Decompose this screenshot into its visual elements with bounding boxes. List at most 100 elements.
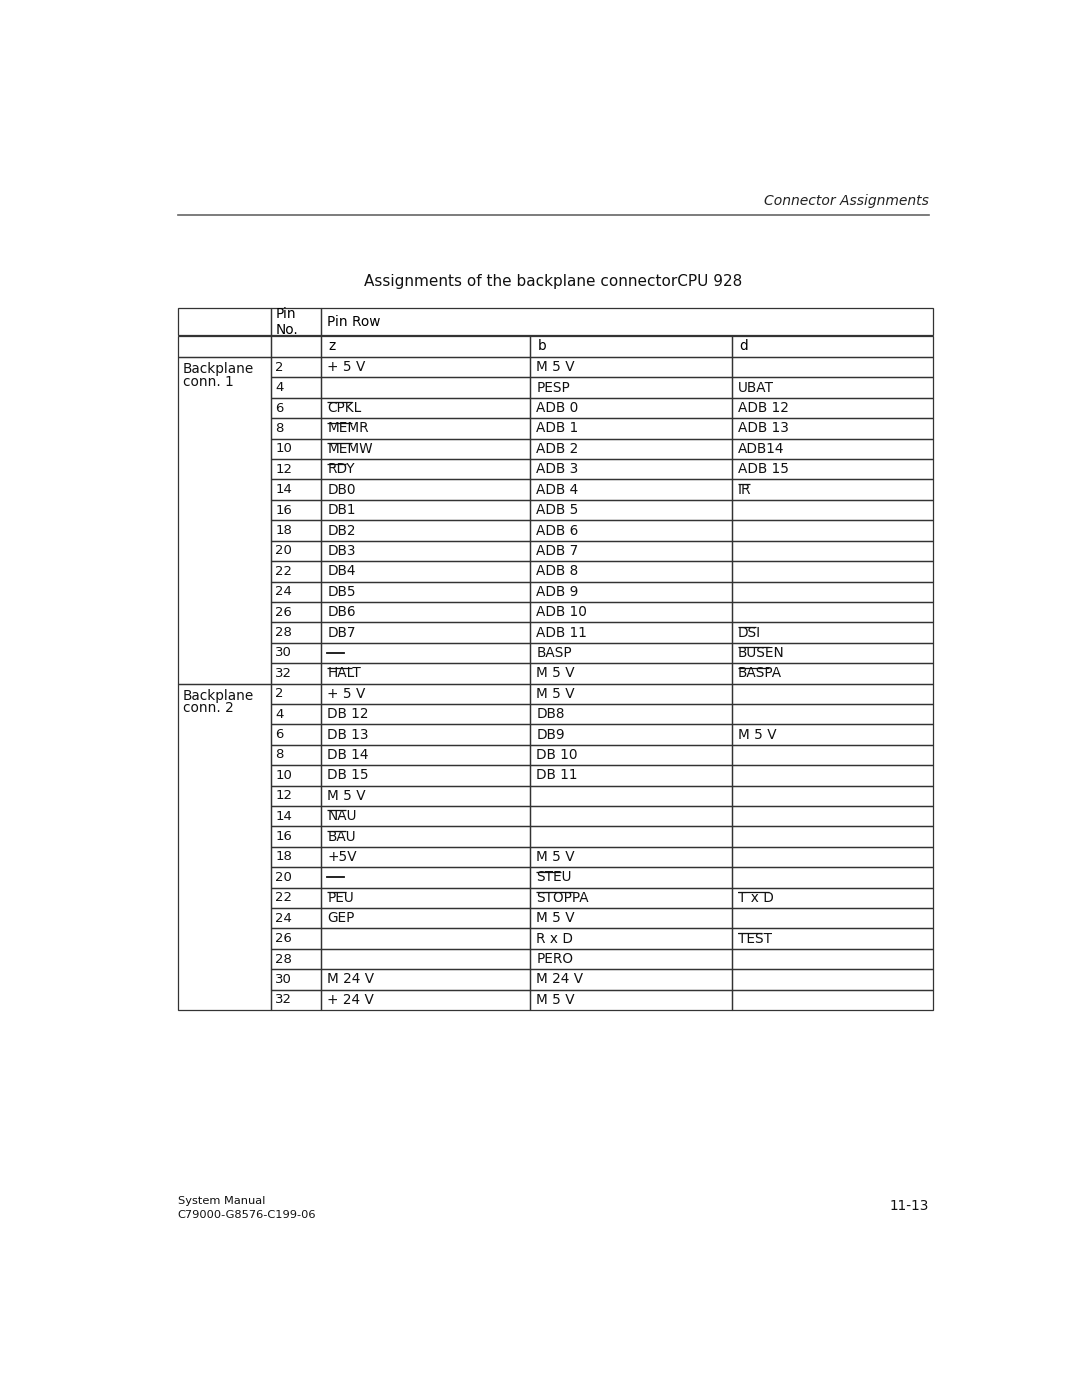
Text: 24: 24: [275, 912, 293, 925]
Bar: [321, 868, 530, 887]
Text: 30: 30: [275, 972, 293, 986]
Bar: [732, 949, 933, 970]
Text: DB0: DB0: [327, 483, 355, 497]
Bar: [530, 766, 732, 785]
Text: PERO: PERO: [537, 951, 573, 965]
Text: BASP: BASP: [537, 645, 572, 659]
Bar: [271, 827, 321, 847]
Bar: [732, 704, 933, 725]
Text: DB2: DB2: [327, 524, 355, 538]
Text: DB 14: DB 14: [327, 747, 368, 761]
Bar: [321, 847, 530, 868]
Text: 28: 28: [275, 953, 293, 965]
Bar: [321, 989, 530, 1010]
Text: M 5 V: M 5 V: [537, 993, 575, 1007]
Text: ADB 8: ADB 8: [537, 564, 579, 578]
Bar: [321, 806, 530, 827]
Bar: [530, 887, 732, 908]
Bar: [732, 847, 933, 868]
Text: PEU: PEU: [327, 891, 354, 905]
Bar: [530, 335, 732, 358]
Text: DB 13: DB 13: [327, 728, 368, 742]
Bar: [271, 541, 321, 562]
Bar: [271, 847, 321, 868]
Bar: [732, 989, 933, 1010]
Text: BASPA: BASPA: [738, 666, 782, 680]
Bar: [732, 377, 933, 398]
Text: + 24 V: + 24 V: [327, 993, 374, 1007]
Bar: [732, 643, 933, 664]
Bar: [530, 398, 732, 418]
Text: 10: 10: [275, 443, 293, 455]
Bar: [530, 806, 732, 827]
Text: STOPPA: STOPPA: [537, 891, 589, 905]
Bar: [530, 581, 732, 602]
Text: 10: 10: [275, 768, 293, 782]
Text: DB 11: DB 11: [537, 768, 578, 782]
Bar: [732, 460, 933, 479]
Bar: [732, 785, 933, 806]
Text: MEMR: MEMR: [327, 422, 369, 436]
Text: 26: 26: [275, 932, 293, 946]
Text: 32: 32: [275, 666, 293, 680]
Text: M 5 V: M 5 V: [537, 666, 575, 680]
Bar: [321, 766, 530, 785]
Text: Pin
No.: Pin No.: [275, 306, 298, 337]
Bar: [530, 989, 732, 1010]
Bar: [271, 439, 321, 460]
Bar: [732, 562, 933, 581]
Text: z: z: [328, 339, 336, 353]
Text: ADB 2: ADB 2: [537, 441, 579, 455]
Text: 26: 26: [275, 606, 293, 619]
Text: + 5 V: + 5 V: [327, 687, 365, 701]
Text: 14: 14: [275, 810, 293, 823]
Bar: [271, 562, 321, 581]
Bar: [530, 562, 732, 581]
Bar: [321, 827, 530, 847]
Bar: [530, 704, 732, 725]
Bar: [321, 970, 530, 989]
Bar: [530, 643, 732, 664]
Bar: [732, 418, 933, 439]
Text: HALT: HALT: [327, 666, 361, 680]
Bar: [732, 664, 933, 683]
Text: M 5 V: M 5 V: [537, 687, 575, 701]
Bar: [530, 785, 732, 806]
Text: 14: 14: [275, 483, 293, 496]
Bar: [732, 398, 933, 418]
Bar: [321, 358, 530, 377]
Bar: [321, 929, 530, 949]
Bar: [732, 335, 933, 358]
Bar: [271, 479, 321, 500]
Text: DB1: DB1: [327, 503, 355, 517]
Bar: [530, 847, 732, 868]
Bar: [321, 725, 530, 745]
Bar: [271, 602, 321, 622]
Text: 20: 20: [275, 870, 293, 884]
Bar: [732, 725, 933, 745]
Text: M 5 V: M 5 V: [537, 360, 575, 374]
Bar: [732, 602, 933, 622]
Bar: [271, 725, 321, 745]
Bar: [530, 418, 732, 439]
Bar: [530, 358, 732, 377]
Text: 20: 20: [275, 545, 293, 557]
Text: conn. 2: conn. 2: [183, 701, 233, 715]
Bar: [321, 887, 530, 908]
Bar: [271, 785, 321, 806]
Text: BAU: BAU: [327, 830, 355, 844]
Bar: [321, 949, 530, 970]
Text: 24: 24: [275, 585, 293, 598]
Text: ADB 5: ADB 5: [537, 503, 579, 517]
Text: M 24 V: M 24 V: [327, 972, 375, 986]
Text: ADB14: ADB14: [738, 441, 784, 455]
Bar: [271, 643, 321, 664]
Bar: [530, 622, 732, 643]
Bar: [530, 439, 732, 460]
Text: BUSEN: BUSEN: [738, 645, 785, 659]
Text: ADB 10: ADB 10: [537, 605, 588, 619]
Bar: [321, 664, 530, 683]
Bar: [732, 683, 933, 704]
Bar: [321, 643, 530, 664]
Text: PESP: PESP: [537, 380, 570, 395]
